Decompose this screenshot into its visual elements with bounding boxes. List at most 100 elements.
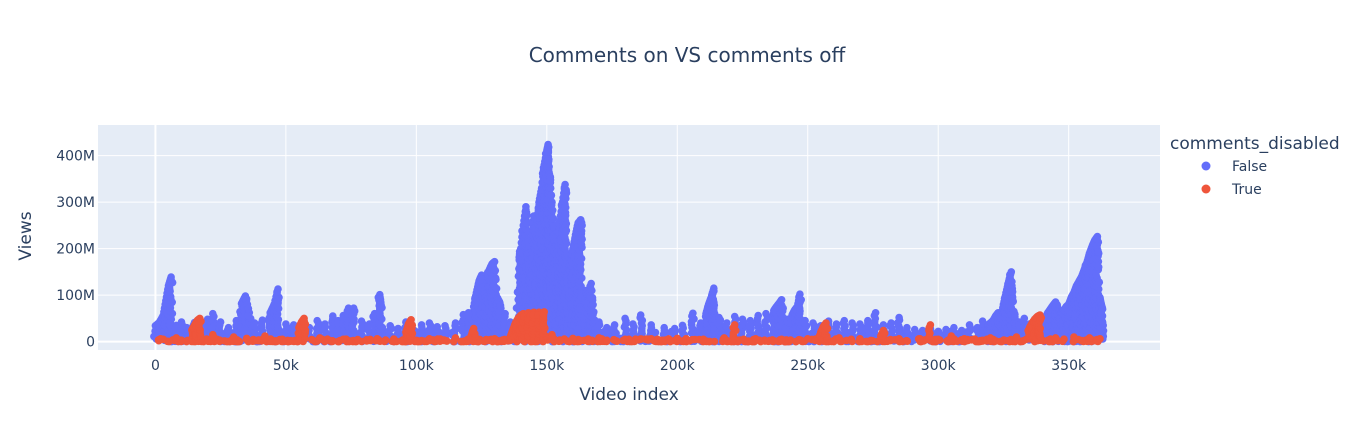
x-tick-label: 350k [1051,358,1087,374]
data-point [973,326,981,335]
data-point [986,334,995,342]
data-point [576,336,585,345]
data-point [569,334,577,343]
data-point [956,329,965,338]
data-point [803,335,812,343]
data-point [973,337,982,346]
data-point [1011,310,1019,319]
data-point [595,334,603,342]
data-point [880,329,889,338]
data-point [350,307,359,315]
data-point [679,324,687,332]
data-point [811,336,820,345]
x-tick-label: 100k [399,358,435,374]
data-point [522,211,531,219]
data-point [492,284,501,293]
legend-marker-true [1201,184,1211,194]
axis-ticks: 0 50k 100k 150k 200k 250k 300k 350k0100M200M300… [56,149,1087,374]
data-point [589,310,597,319]
data-point [546,184,555,192]
data-point [1051,334,1060,342]
data-point [688,312,696,320]
data-point [546,177,554,186]
data-point [1095,278,1104,287]
data-point [406,318,415,327]
data-point [800,319,809,328]
data-point [777,335,786,344]
data-point [886,335,895,344]
data-point [387,324,396,333]
data-point [602,337,611,346]
data-point [839,319,847,328]
data-point [394,327,402,336]
legend-label-false: False [1232,159,1267,175]
x-tick-label: 0 [151,358,160,374]
data-point [468,327,477,336]
data-point [172,334,181,342]
data-point [609,323,618,332]
data-point [253,336,261,345]
data-point [328,337,336,346]
data-point [300,317,309,326]
data-point [547,191,556,199]
data-point [862,337,870,346]
data-point [364,323,373,331]
data-point [1008,278,1016,286]
x-axis-title: Video index [579,385,679,405]
data-point [457,337,466,346]
data-point [228,335,237,344]
data-point [1008,287,1017,296]
data-point [1093,235,1101,244]
y-tick-label: 200M [56,242,95,258]
data-point [886,321,894,330]
data-point [549,214,558,223]
data-point [1045,337,1053,346]
data-point [1058,337,1067,346]
data-point [316,334,324,342]
data-point [795,293,803,301]
data-point [902,326,911,335]
data-point [223,326,232,335]
data-point [729,323,737,332]
data-point [673,334,682,343]
data-point [480,337,489,346]
data-point [561,203,570,212]
data-point [622,317,630,326]
data-point [165,337,173,346]
y-tick-label: 100M [56,288,95,304]
data-point [257,319,266,327]
data-point [1071,335,1080,344]
data-point [685,337,694,345]
data-point [721,321,730,330]
data-point [610,335,618,344]
x-tick-label: 250k [790,358,826,374]
data-point [209,333,218,341]
data-point [489,260,497,269]
data-point [849,321,857,330]
data-point [1037,314,1045,322]
data-point [373,335,382,343]
data-point [589,301,597,309]
data-point [776,298,784,307]
data-point [739,318,748,326]
x-tick-label: 200k [660,358,696,374]
data-point [1019,317,1028,326]
data-point [539,310,548,319]
data-point [870,311,879,320]
data-point [491,266,500,275]
series-true [154,308,1104,346]
data-point [244,311,252,320]
data-point [560,183,569,192]
legend-marker-false [1201,161,1211,171]
data-point [710,337,719,346]
data-point [545,155,553,164]
data-point [934,335,942,344]
data-point [577,218,586,227]
data-point [588,293,597,302]
data-point [272,337,281,346]
data-point [671,327,679,336]
data-point [770,337,779,345]
data-point [1009,297,1017,306]
data-point [847,336,856,345]
